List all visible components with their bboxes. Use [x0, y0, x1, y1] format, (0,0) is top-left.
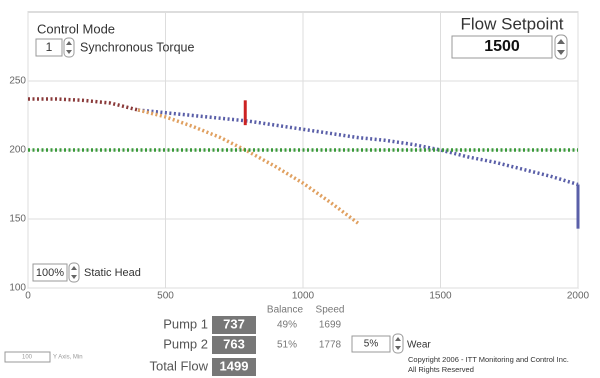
spinner-arrows [71, 266, 77, 279]
pump-label: Pump 2 [163, 336, 208, 351]
pump-label: Pump 1 [163, 316, 208, 331]
balance: 51% [277, 340, 297, 351]
value-box [212, 316, 256, 334]
pump-flow: 737 [223, 316, 245, 331]
curve [137, 108, 579, 187]
static-head-value: 100% [36, 267, 64, 279]
value-box [212, 336, 256, 354]
flow-setpoint-value: 1500 [484, 38, 520, 55]
static-head-label: Static Head [84, 267, 141, 279]
static-head-input[interactable] [32, 263, 68, 282]
spinner-arrows [395, 337, 401, 350]
flow-setpoint-input[interactable] [451, 35, 553, 59]
spinner[interactable] [68, 262, 80, 283]
spinner-arrows [557, 39, 565, 55]
curve [137, 108, 360, 225]
balance: 49% [277, 320, 297, 331]
spinner-arrows [66, 41, 72, 54]
wear-value: 5% [364, 339, 379, 350]
y-axis-min-value: 100 [22, 355, 33, 361]
table-header: Speed [316, 305, 345, 316]
value-box [212, 358, 256, 376]
y-axis-min-label: Y Axis, Min [53, 355, 83, 361]
copyright: All Rights Reserved [408, 365, 474, 374]
x-tick-label: 1000 [292, 291, 315, 302]
total-flow: 1499 [220, 358, 249, 373]
spinner[interactable] [63, 37, 75, 58]
flow-setpoint-label: Flow Setpoint [461, 14, 564, 33]
wear-label: Wear [407, 340, 431, 351]
wear-input[interactable] [351, 335, 391, 353]
copyright: Copyright 2006 - ITT Monitoring and Cont… [408, 355, 569, 364]
y-tick-label: 250 [9, 76, 26, 87]
x-tick-label: 0 [25, 291, 31, 302]
y-axis-min-input[interactable] [4, 351, 51, 363]
y-tick-label: 150 [9, 214, 26, 225]
total-label: Total Flow [149, 358, 208, 373]
x-tick-label: 2000 [567, 291, 590, 302]
speed: 1699 [319, 320, 342, 331]
control-mode-name: Synchronous Torque [80, 40, 194, 54]
table-header: Balance [267, 305, 304, 316]
x-tick-label: 1500 [429, 291, 452, 302]
spinner[interactable] [554, 34, 568, 60]
pump-flow: 763 [223, 336, 245, 351]
x-tick-label: 500 [157, 291, 174, 302]
y-tick-label: 200 [9, 145, 26, 156]
spinner[interactable] [392, 333, 404, 354]
control-mode-value: 1 [46, 40, 53, 54]
control-mode-label: Control Mode [37, 21, 115, 36]
y-tick-label: 100 [9, 283, 26, 294]
curve [28, 97, 139, 112]
control-mode-input[interactable] [35, 38, 63, 57]
speed: 1778 [319, 340, 342, 351]
